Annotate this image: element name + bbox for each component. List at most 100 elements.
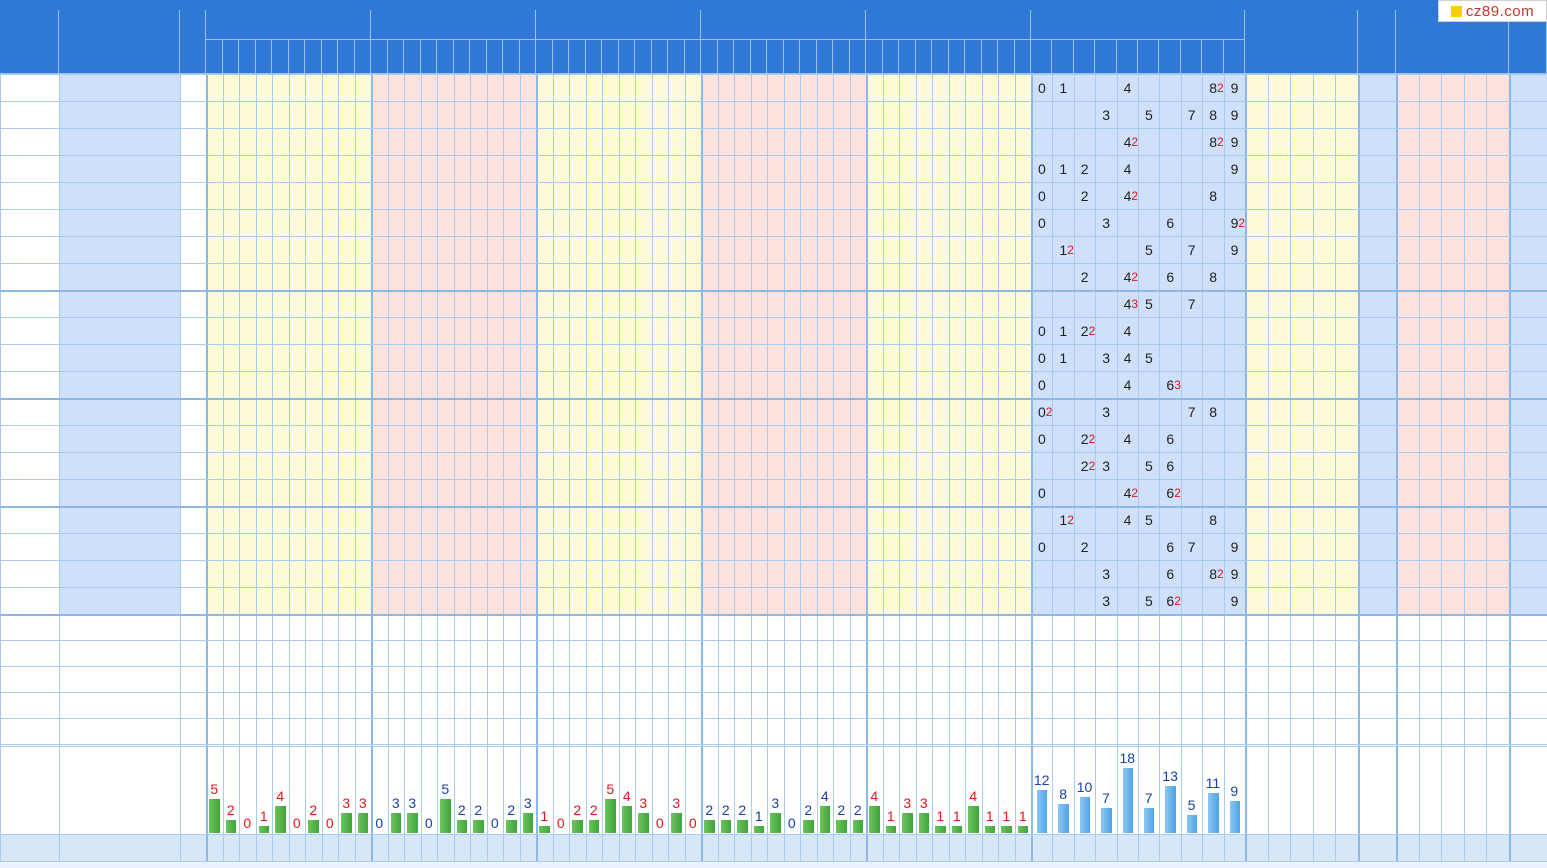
- row-dist-digit: 9: [1230, 241, 1239, 258]
- stats-count: 12: [1033, 771, 1050, 788]
- row-bs-mark: [1245, 479, 1268, 506]
- footer-pos2-digit: [454, 834, 471, 861]
- stats-count: 2: [589, 801, 598, 818]
- header-pos5-digit: [998, 40, 1015, 74]
- row-issue: [0, 344, 59, 371]
- row-draw-number: [82, 155, 104, 182]
- row-oe-mark: [1396, 425, 1419, 452]
- row-draw-number: [128, 317, 152, 344]
- stats-count: 3: [672, 794, 681, 811]
- stats-count: 0: [688, 814, 697, 831]
- row-draw-number: [82, 290, 104, 317]
- stats-bar: [935, 826, 946, 833]
- row-bs-mark: [1290, 101, 1313, 128]
- grid-line: [734, 74, 735, 861]
- row-issue: [0, 101, 59, 128]
- row-oe-mark: [1486, 317, 1509, 344]
- header-top-strip: [0, 0, 1547, 10]
- grid-line: [1441, 74, 1442, 861]
- row-pos4-hit: [718, 236, 735, 263]
- row-pos4-hit: [800, 587, 817, 614]
- header-dist-digit: [1202, 40, 1224, 74]
- row-pos3-hit: [586, 560, 603, 587]
- row-sum: [180, 317, 206, 344]
- row-pos1-hit: [272, 128, 289, 155]
- grid-line: [0, 746, 1547, 747]
- row-pos5-hit: [1015, 155, 1032, 182]
- row-bs-ratio: [1358, 209, 1396, 236]
- header-dist-digit: [1052, 40, 1074, 74]
- stats-bar: [522, 813, 533, 833]
- row-pos2-hit: [404, 182, 421, 209]
- row-draw-number: [128, 128, 152, 155]
- row-bs-mark: [1335, 587, 1358, 614]
- grid-line: [0, 371, 1547, 372]
- row-bs-mark: [1245, 236, 1268, 263]
- row-draw-number: [128, 560, 152, 587]
- stats-bar: [737, 820, 748, 833]
- stats-bar: [1058, 804, 1069, 833]
- stats-bar: [275, 806, 286, 833]
- row-bs-mark: [1245, 587, 1268, 614]
- row-bs-mark: [1313, 290, 1336, 317]
- stats-count: 4: [969, 787, 978, 804]
- row-draw-number: [104, 317, 128, 344]
- footer-dist-digit: [1095, 834, 1116, 861]
- row-oe-mark: [1441, 506, 1464, 533]
- row-oe-mark: [1464, 371, 1487, 398]
- row-sum: [180, 371, 206, 398]
- row-bs-ratio: [1358, 128, 1396, 155]
- row-draw-number: [104, 371, 128, 398]
- stats-count: 0: [556, 814, 565, 831]
- row-bs-mark: [1268, 344, 1291, 371]
- row-dist-digit: 5: [1145, 295, 1153, 312]
- stats-bar: [638, 813, 649, 833]
- footer-pos4-digit: [850, 834, 867, 861]
- row-pos1-hit: [256, 344, 273, 371]
- header-pos2-digit: [486, 40, 503, 74]
- row-draw-number: [59, 587, 82, 614]
- row-oe-mark: [1441, 209, 1464, 236]
- grid-line: [1031, 74, 1033, 861]
- row-pos5-hit: [965, 479, 982, 506]
- grid-line: [0, 834, 1547, 835]
- row-pos3-hit: [569, 533, 586, 560]
- row-bs-mark: [1313, 236, 1336, 263]
- row-pos2-hit: [503, 128, 520, 155]
- row-oe-mark: [1441, 290, 1464, 317]
- grid-line: [0, 344, 1547, 345]
- grid-line: [602, 74, 603, 861]
- stats-count: 1: [540, 807, 549, 824]
- row-dist-digit: 7: [1187, 538, 1196, 555]
- grid-line: [949, 74, 950, 861]
- row-pos4-hit: [800, 371, 817, 398]
- row-draw-number: [82, 74, 104, 101]
- grid-line: [751, 74, 752, 861]
- row-draw-number: [128, 371, 152, 398]
- row-oe-mark: [1396, 371, 1419, 398]
- grid-line: [1138, 74, 1139, 861]
- grid-line: [503, 74, 504, 861]
- grid-line: [767, 74, 768, 861]
- row-bs-ratio: [1358, 398, 1396, 425]
- footer-pos5-digit: [1015, 834, 1032, 861]
- footer-dist-digit: [1138, 834, 1159, 861]
- row-bs-ratio: [1358, 182, 1396, 209]
- row-oe-ratio: [1509, 155, 1547, 182]
- grid-line: [0, 718, 1547, 719]
- row-pos2-hit: [520, 209, 537, 236]
- footer-pos2-digit: [388, 834, 405, 861]
- row-draw-number: [82, 587, 104, 614]
- row-pos1-hit: [305, 452, 322, 479]
- row-bs-mark: [1335, 263, 1358, 290]
- header-dist: [1031, 10, 1245, 40]
- row-dist-digit: 5: [1145, 106, 1153, 123]
- row-bs-mark: [1245, 182, 1268, 209]
- grid-line: [388, 74, 389, 861]
- header-dist-digit: [1138, 40, 1160, 74]
- row-bs-mark: [1335, 344, 1358, 371]
- row-pos3-hit: [602, 182, 619, 209]
- row-oe-mark: [1419, 425, 1442, 452]
- header-pos1-digit: [354, 40, 371, 74]
